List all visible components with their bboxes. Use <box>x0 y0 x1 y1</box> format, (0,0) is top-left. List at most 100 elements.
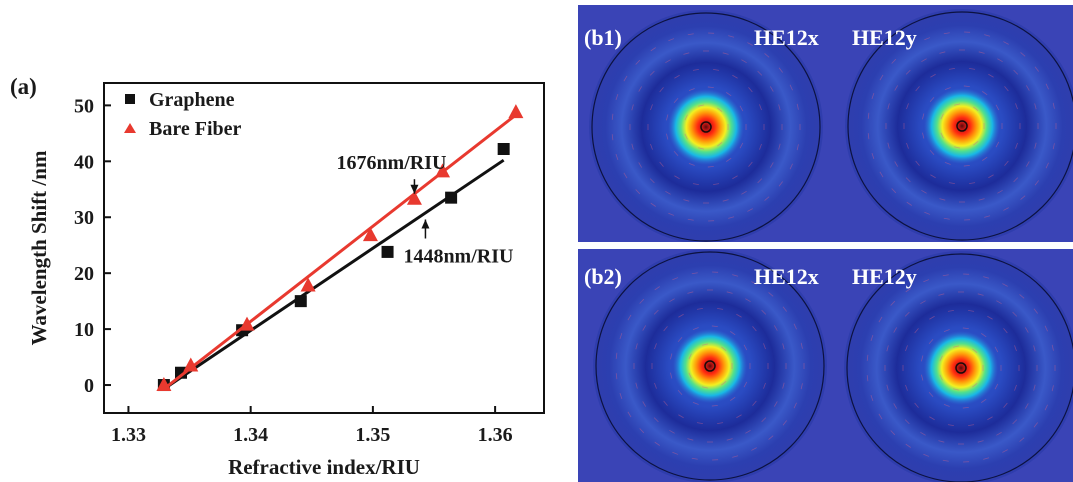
field-vector <box>905 288 911 293</box>
field-vectors <box>866 273 1056 463</box>
field-vector <box>972 348 978 353</box>
field-vector <box>764 196 770 201</box>
field-vector <box>968 424 975 427</box>
field-vector <box>982 156 988 161</box>
field-vector <box>921 58 927 63</box>
field-vector <box>759 104 762 111</box>
panel-label-b2: (b2) <box>584 264 622 289</box>
field-vector <box>769 86 774 92</box>
field-vector <box>1003 328 1008 334</box>
field-vector <box>674 74 680 79</box>
field-vector <box>642 325 647 331</box>
field-vector <box>939 51 946 54</box>
field-vector <box>894 85 899 91</box>
field-vector <box>1044 404 1048 411</box>
field-vector <box>717 422 724 425</box>
field-vector <box>635 343 638 350</box>
field-vector <box>867 133 870 140</box>
field-vector <box>677 390 683 396</box>
field-vector <box>973 106 979 111</box>
x-tick-label: 1.36 <box>478 424 513 446</box>
field-vector <box>886 345 889 352</box>
field-vector <box>684 133 688 140</box>
field-vector <box>793 402 797 409</box>
field-vector <box>743 344 748 351</box>
field-vector <box>893 327 898 333</box>
field-vector <box>988 73 994 78</box>
field-vector <box>879 171 884 178</box>
field-vector <box>677 336 683 342</box>
field-vector <box>673 97 679 103</box>
field-vector <box>688 372 692 379</box>
annotation-layer: 1676nm/RIU 1448nm/RIU <box>336 152 513 267</box>
field-vector <box>983 276 990 279</box>
field-vector <box>929 315 935 320</box>
fit-line-bare-fiber <box>162 113 517 391</box>
field-vector <box>635 189 641 195</box>
field-vector <box>878 413 883 420</box>
y-axis-ticks: 0 10 20 30 40 50 <box>74 95 111 397</box>
field-vector <box>1033 422 1038 428</box>
field-vector <box>870 395 874 401</box>
annotation-label: 1676nm/RIU <box>336 152 446 174</box>
field-vector <box>650 143 653 150</box>
field-vector <box>654 343 657 350</box>
field-vectors <box>611 32 801 222</box>
field-vector <box>1034 142 1037 149</box>
field-vector <box>696 422 703 425</box>
panel-b1: (b1) HE12x HE12y <box>578 5 1073 242</box>
field-vector <box>906 142 909 149</box>
field-vector <box>627 314 632 321</box>
field-vector <box>702 386 709 389</box>
field-vector <box>687 33 694 36</box>
field-vector <box>619 393 623 399</box>
field-vector <box>623 75 628 82</box>
field-vector <box>748 161 753 167</box>
field-vector <box>741 59 747 64</box>
field-vector <box>943 329 950 333</box>
field-vector <box>928 392 934 398</box>
field-vector <box>669 298 675 303</box>
field-vector <box>717 107 723 112</box>
field-vector <box>1019 294 1025 299</box>
y-tick-label: 10 <box>74 319 94 341</box>
field-vector <box>994 346 999 353</box>
field-vector <box>871 153 875 159</box>
field-vector <box>939 355 943 362</box>
field-vector <box>721 381 727 386</box>
field-vector <box>745 429 751 434</box>
field-vector <box>996 431 1002 436</box>
field-vector <box>728 216 735 219</box>
mode-field-b1-right <box>845 9 1073 242</box>
field-vector <box>659 161 664 167</box>
field-vector <box>953 388 960 391</box>
field-vector <box>778 67 783 73</box>
field-vector <box>954 146 961 149</box>
field-vector <box>987 416 993 421</box>
data-point-bare-fiber <box>435 163 451 178</box>
field-vector <box>954 103 961 106</box>
field-vector <box>969 67 976 70</box>
field-vector <box>1051 344 1054 351</box>
field-vector <box>938 293 945 296</box>
field-vector <box>915 160 920 166</box>
field-vector <box>1034 180 1039 186</box>
field-vector <box>921 355 924 362</box>
field-vector <box>726 438 733 441</box>
field-vector <box>878 316 883 323</box>
field-vector <box>1033 345 1036 352</box>
field-vector <box>639 428 645 434</box>
field-vector <box>930 73 936 78</box>
field-vector <box>751 447 757 451</box>
mode-field-b1-left <box>589 10 823 242</box>
field-vector <box>923 453 930 457</box>
field-vector <box>669 429 675 434</box>
field-vector <box>778 143 781 150</box>
field-vector <box>778 104 781 111</box>
field-vector <box>773 325 778 331</box>
field-vector <box>886 384 889 391</box>
field-vector <box>638 162 643 168</box>
field-vector <box>948 182 955 185</box>
field-vector <box>1014 384 1017 391</box>
field-vector <box>1004 160 1009 166</box>
